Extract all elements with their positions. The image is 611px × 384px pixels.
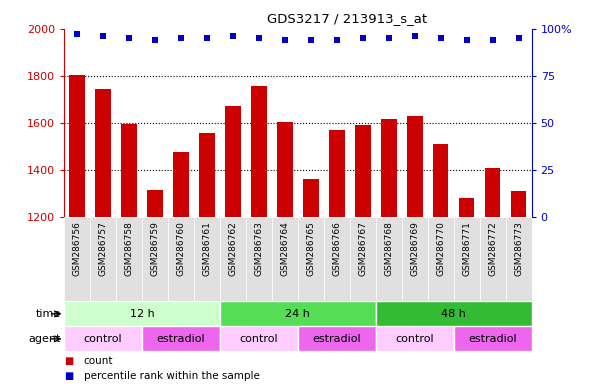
FancyBboxPatch shape <box>349 217 376 301</box>
Text: GSM286758: GSM286758 <box>125 221 134 276</box>
Text: GSM286756: GSM286756 <box>73 221 82 276</box>
Point <box>254 35 264 41</box>
FancyBboxPatch shape <box>298 326 376 351</box>
Text: GDS3217 / 213913_s_at: GDS3217 / 213913_s_at <box>268 12 428 25</box>
Bar <box>174 152 189 217</box>
Text: percentile rank within the sample: percentile rank within the sample <box>84 371 260 381</box>
FancyBboxPatch shape <box>142 217 168 301</box>
FancyBboxPatch shape <box>376 301 532 326</box>
Bar <box>511 191 527 217</box>
Bar <box>381 119 397 217</box>
FancyBboxPatch shape <box>168 217 194 301</box>
Bar <box>199 134 215 217</box>
Bar <box>355 125 370 217</box>
Point <box>202 35 212 41</box>
Point <box>436 35 445 41</box>
FancyBboxPatch shape <box>453 326 532 351</box>
Point <box>514 35 524 41</box>
Text: GSM286773: GSM286773 <box>514 221 523 276</box>
FancyBboxPatch shape <box>220 301 376 326</box>
Text: estradiol: estradiol <box>312 334 361 344</box>
Text: control: control <box>240 334 278 344</box>
Text: estradiol: estradiol <box>468 334 517 344</box>
FancyBboxPatch shape <box>64 301 220 326</box>
FancyBboxPatch shape <box>64 217 90 301</box>
Text: GSM286766: GSM286766 <box>332 221 342 276</box>
Text: agent: agent <box>29 334 61 344</box>
Text: GSM286764: GSM286764 <box>280 221 290 276</box>
Point <box>488 37 497 43</box>
Point <box>384 35 393 41</box>
Point <box>228 33 238 40</box>
Bar <box>485 167 500 217</box>
FancyBboxPatch shape <box>376 217 402 301</box>
FancyBboxPatch shape <box>142 326 220 351</box>
Text: 48 h: 48 h <box>441 309 466 319</box>
FancyBboxPatch shape <box>453 217 480 301</box>
FancyBboxPatch shape <box>506 217 532 301</box>
Text: 24 h: 24 h <box>285 309 310 319</box>
FancyBboxPatch shape <box>194 217 220 301</box>
Bar <box>433 144 448 217</box>
Text: GSM286771: GSM286771 <box>462 221 471 276</box>
Text: GSM286761: GSM286761 <box>202 221 211 276</box>
FancyBboxPatch shape <box>116 217 142 301</box>
Point <box>410 33 420 40</box>
FancyBboxPatch shape <box>64 326 142 351</box>
Point <box>150 37 160 43</box>
Point <box>124 35 134 41</box>
Text: GSM286767: GSM286767 <box>358 221 367 276</box>
Text: time: time <box>36 309 61 319</box>
Bar <box>277 122 293 217</box>
Text: ■: ■ <box>64 371 73 381</box>
Point <box>358 35 368 41</box>
Text: GSM286770: GSM286770 <box>436 221 445 276</box>
Text: GSM286760: GSM286760 <box>177 221 186 276</box>
FancyBboxPatch shape <box>324 217 349 301</box>
Bar <box>95 89 111 217</box>
FancyBboxPatch shape <box>402 217 428 301</box>
Text: ■: ■ <box>64 356 73 366</box>
Text: estradiol: estradiol <box>156 334 205 344</box>
Text: GSM286759: GSM286759 <box>150 221 159 276</box>
FancyBboxPatch shape <box>480 217 506 301</box>
Text: GSM286762: GSM286762 <box>229 221 238 276</box>
FancyBboxPatch shape <box>428 217 453 301</box>
Point <box>176 35 186 41</box>
FancyBboxPatch shape <box>272 217 298 301</box>
Text: GSM286757: GSM286757 <box>98 221 108 276</box>
FancyBboxPatch shape <box>220 217 246 301</box>
Text: GSM286772: GSM286772 <box>488 221 497 276</box>
Bar <box>147 190 163 217</box>
Bar <box>70 74 85 217</box>
Text: GSM286763: GSM286763 <box>254 221 263 276</box>
Bar <box>251 86 267 217</box>
Bar <box>407 116 423 217</box>
FancyBboxPatch shape <box>220 326 298 351</box>
Point <box>98 33 108 40</box>
Bar <box>459 198 474 217</box>
Text: 12 h: 12 h <box>130 309 155 319</box>
Point <box>280 37 290 43</box>
Bar <box>303 179 319 217</box>
Text: control: control <box>395 334 434 344</box>
Text: GSM286769: GSM286769 <box>410 221 419 276</box>
FancyBboxPatch shape <box>246 217 272 301</box>
Text: count: count <box>84 356 113 366</box>
Bar <box>329 130 345 217</box>
Text: GSM286768: GSM286768 <box>384 221 393 276</box>
Text: control: control <box>84 334 122 344</box>
Text: GSM286765: GSM286765 <box>306 221 315 276</box>
FancyBboxPatch shape <box>376 326 453 351</box>
Bar <box>225 106 241 217</box>
Point <box>72 31 82 38</box>
Point <box>462 37 472 43</box>
Point <box>332 37 342 43</box>
FancyBboxPatch shape <box>298 217 324 301</box>
Point <box>306 37 316 43</box>
FancyBboxPatch shape <box>90 217 116 301</box>
Bar <box>121 124 137 217</box>
